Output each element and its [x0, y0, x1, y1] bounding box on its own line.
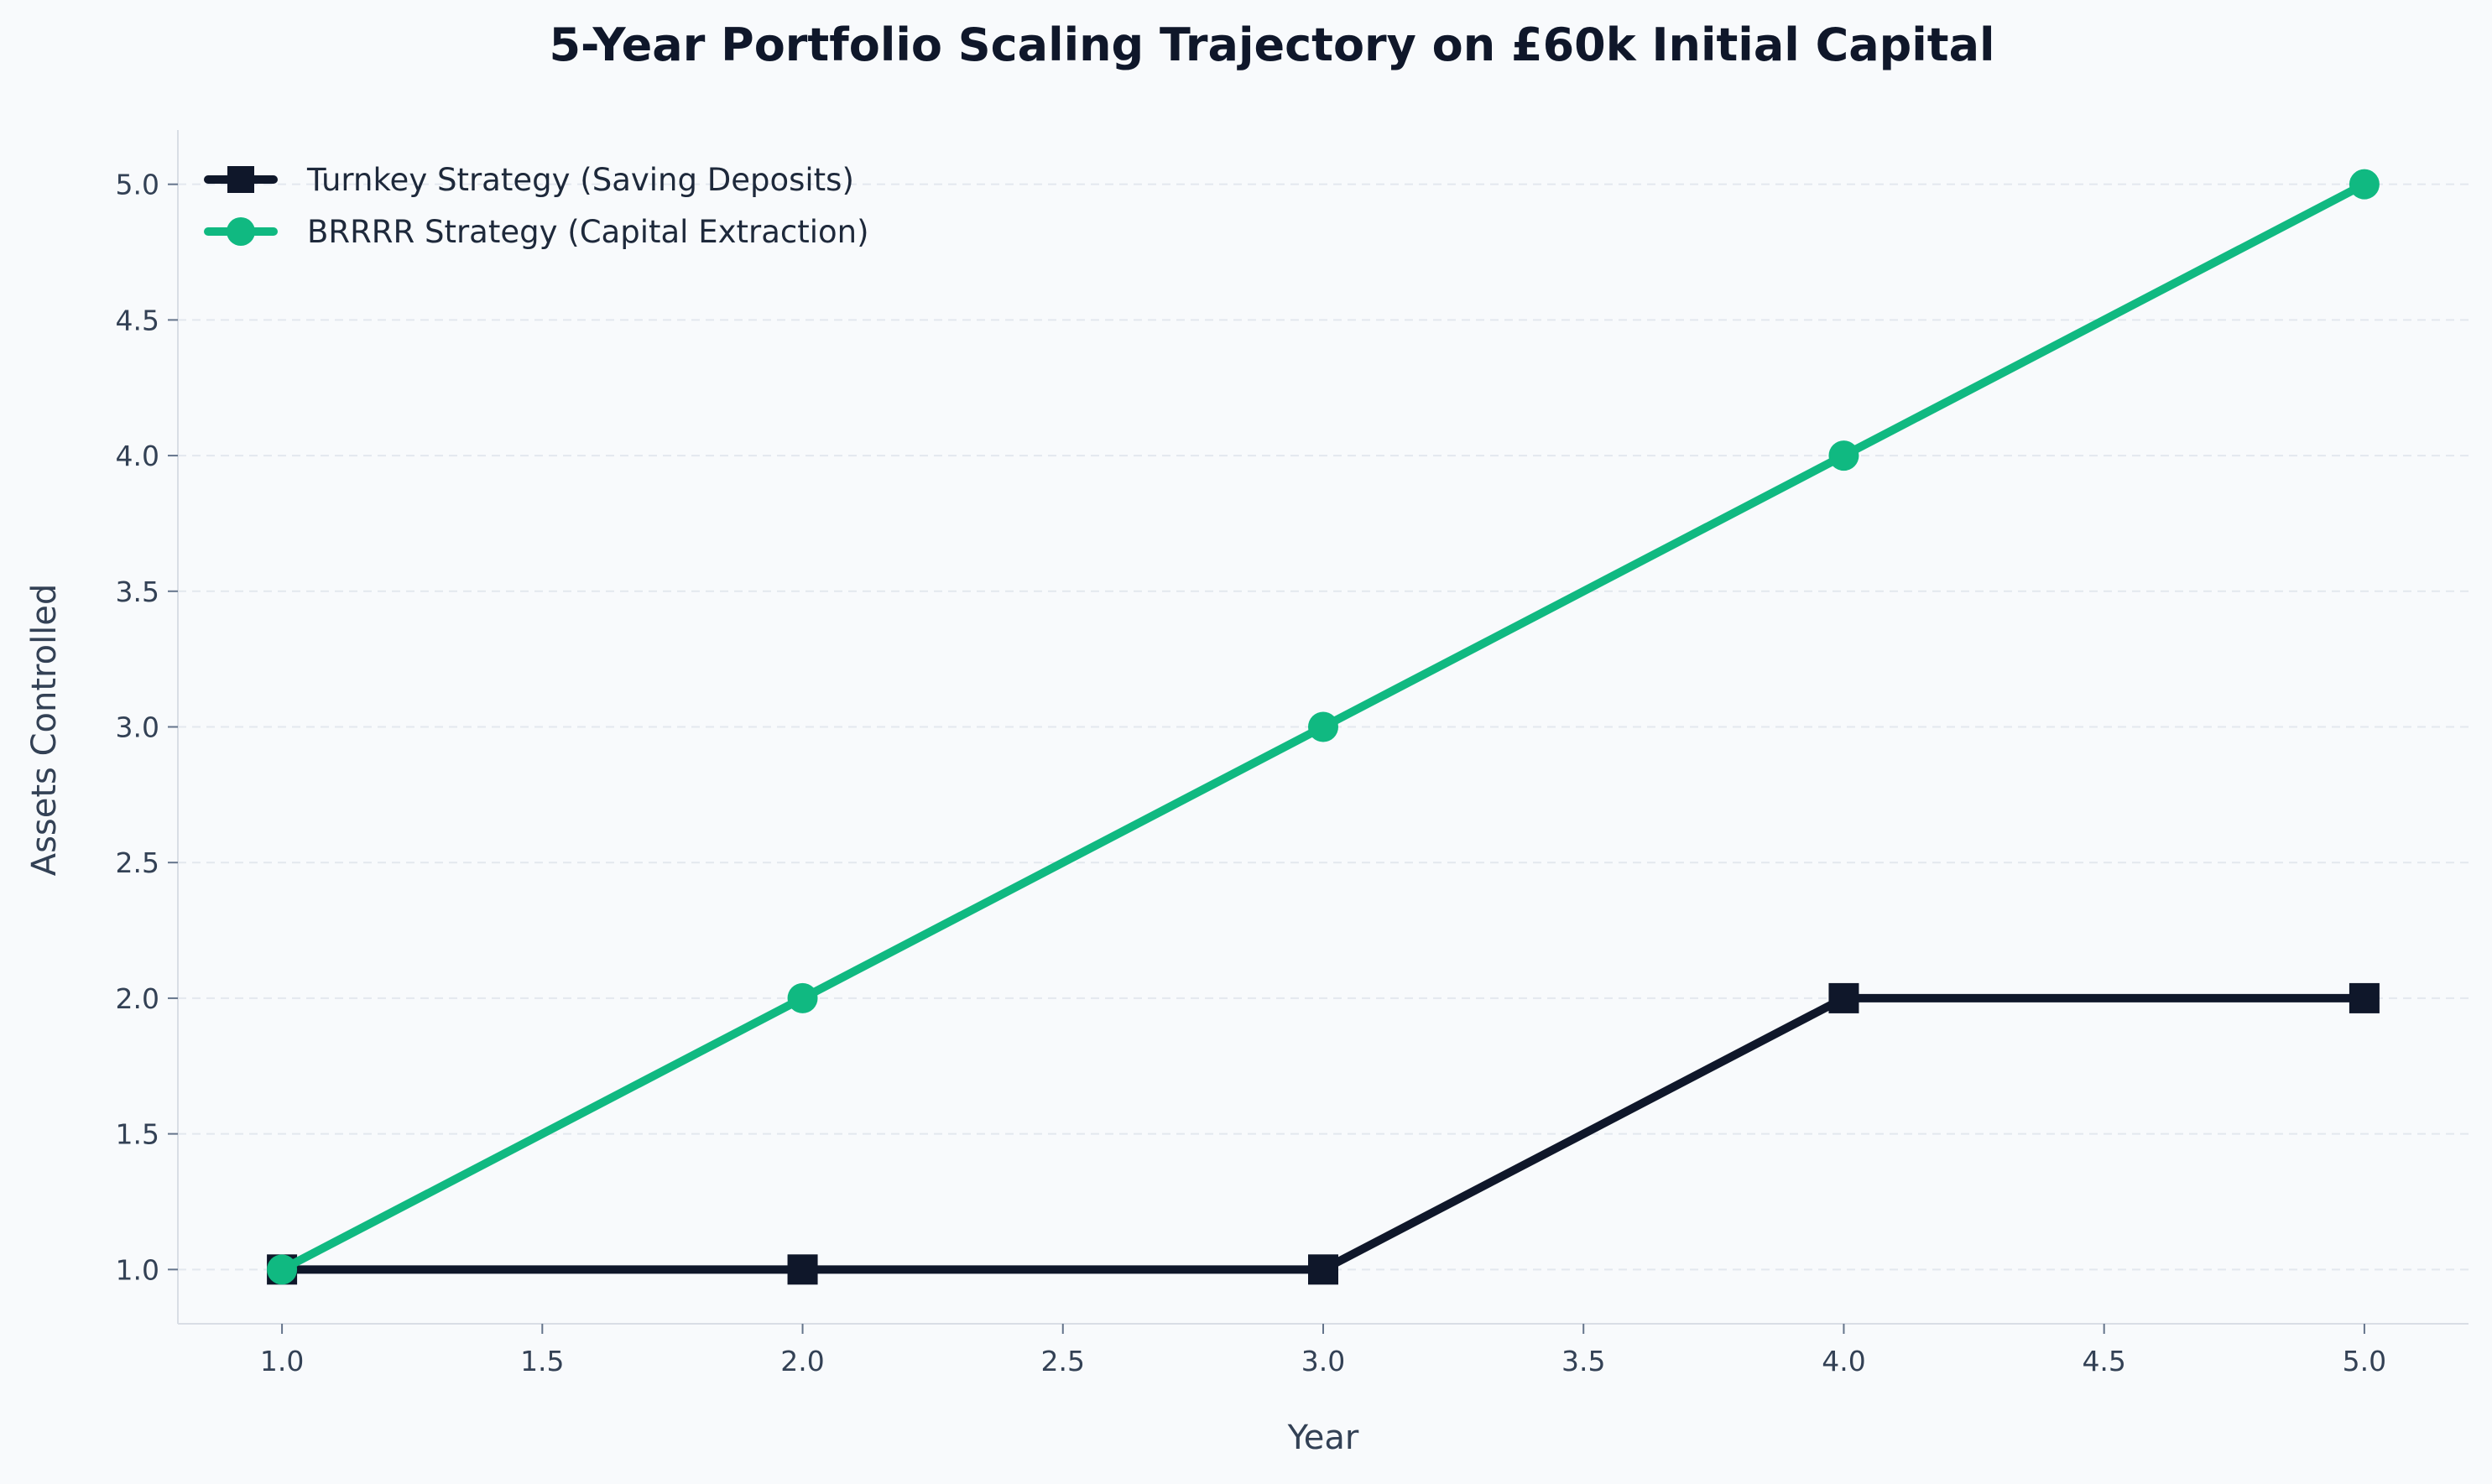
x-tick-label: 1.0 — [260, 1345, 304, 1377]
y-tick-label: 4.5 — [116, 304, 159, 336]
legend-label-brrrr: BRRRR Strategy (Capital Extraction) — [307, 214, 869, 250]
data-point-brrrr — [787, 982, 818, 1013]
legend-entry-brrrr: BRRRR Strategy (Capital Extraction) — [204, 214, 869, 250]
data-point-brrrr — [2349, 169, 2380, 200]
legend-swatch-marker-brrrr — [227, 217, 255, 246]
x-tick-label: 3.5 — [1561, 1345, 1605, 1377]
x-axis-label: Year — [1287, 1419, 1359, 1457]
data-point-turnkey — [2349, 982, 2380, 1013]
y-tick-label: 4.0 — [116, 440, 159, 472]
data-point-turnkey — [787, 1254, 818, 1285]
data-point-brrrr — [1308, 711, 1338, 742]
x-tick-label: 4.5 — [2082, 1345, 2125, 1377]
x-tick-label: 3.0 — [1301, 1345, 1345, 1377]
x-tick-label: 1.5 — [520, 1345, 564, 1377]
x-tick-label: 5.0 — [2343, 1345, 2386, 1377]
data-point-turnkey — [1308, 1254, 1338, 1285]
data-point-brrrr — [1828, 440, 1859, 471]
y-tick-label: 3.0 — [116, 711, 159, 744]
x-tick-label: 2.0 — [780, 1345, 824, 1377]
series-layer — [267, 169, 2380, 1285]
y-tick-label: 2.5 — [116, 846, 159, 879]
legend-label-turnkey: Turnkey Strategy (Saving Deposits) — [306, 162, 854, 198]
y-axis-ticks: 1.0 1.5 2.0 2.5 3.0 3.5 4.0 4.5 5.0 — [116, 169, 178, 1286]
x-axis-ticks: 1.0 1.5 2.0 2.5 3.0 3.5 4.0 4.5 5.0 — [260, 1324, 2386, 1377]
x-tick-label: 2.5 — [1041, 1345, 1085, 1377]
data-point-brrrr — [267, 1254, 298, 1285]
y-tick-label: 1.0 — [116, 1253, 159, 1286]
legend: Turnkey Strategy (Saving Deposits) BRRRR… — [204, 162, 869, 250]
y-tick-label: 5.0 — [116, 169, 159, 201]
chart-title: 5-Year Portfolio Scaling Trajectory on £… — [549, 18, 1994, 71]
x-tick-label: 4.0 — [1822, 1345, 1865, 1377]
data-point-turnkey — [1828, 982, 1859, 1013]
y-tick-label: 1.5 — [116, 1118, 159, 1151]
y-axis-label: Assets Controlled — [25, 584, 64, 877]
y-tick-label: 3.5 — [116, 575, 159, 608]
legend-swatch-marker-turnkey — [227, 166, 254, 193]
y-tick-label: 2.0 — [116, 982, 159, 1015]
legend-entry-turnkey: Turnkey Strategy (Saving Deposits) — [204, 162, 854, 198]
